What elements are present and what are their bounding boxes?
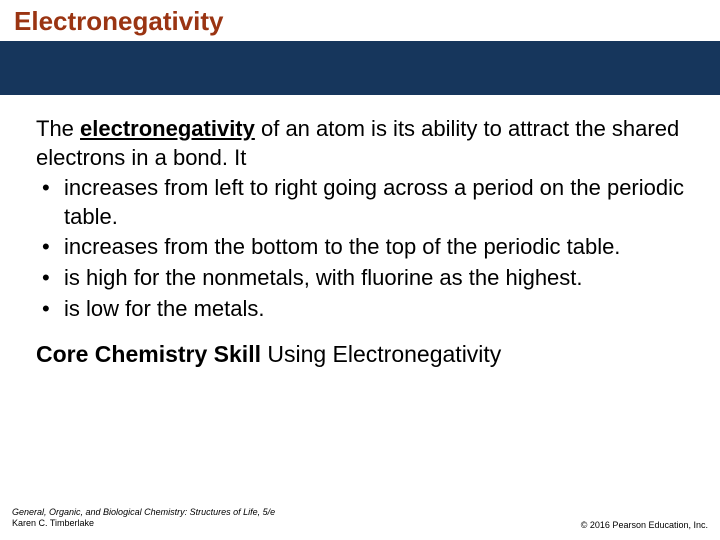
title-bar: Electronegativity <box>0 0 720 41</box>
intro-paragraph: The electronegativity of an atom is its … <box>36 115 684 172</box>
skill-line: Core Chemistry Skill Using Electronegati… <box>0 325 720 368</box>
bullet-list: increases from left to right going acros… <box>36 174 684 323</box>
header-band <box>0 41 720 95</box>
body-content: The electronegativity of an atom is its … <box>0 95 720 323</box>
skill-text: Using Electronegativity <box>261 341 501 367</box>
intro-pre: The <box>36 116 80 141</box>
footer: General, Organic, and Biological Chemist… <box>0 507 720 530</box>
bullet-item: increases from left to right going acros… <box>36 174 684 231</box>
bullet-item: is high for the nonmetals, with fluorine… <box>36 264 684 293</box>
bullet-item: is low for the metals. <box>36 295 684 324</box>
page-title: Electronegativity <box>14 6 706 37</box>
footer-book: General, Organic, and Biological Chemist… <box>12 507 275 517</box>
footer-left: General, Organic, and Biological Chemist… <box>12 507 275 530</box>
bullet-item: increases from the bottom to the top of … <box>36 233 684 262</box>
skill-label: Core Chemistry Skill <box>36 341 261 367</box>
footer-author: Karen C. Timberlake <box>12 518 94 528</box>
intro-keyword: electronegativity <box>80 116 255 141</box>
footer-copyright: © 2016 Pearson Education, Inc. <box>581 520 708 530</box>
